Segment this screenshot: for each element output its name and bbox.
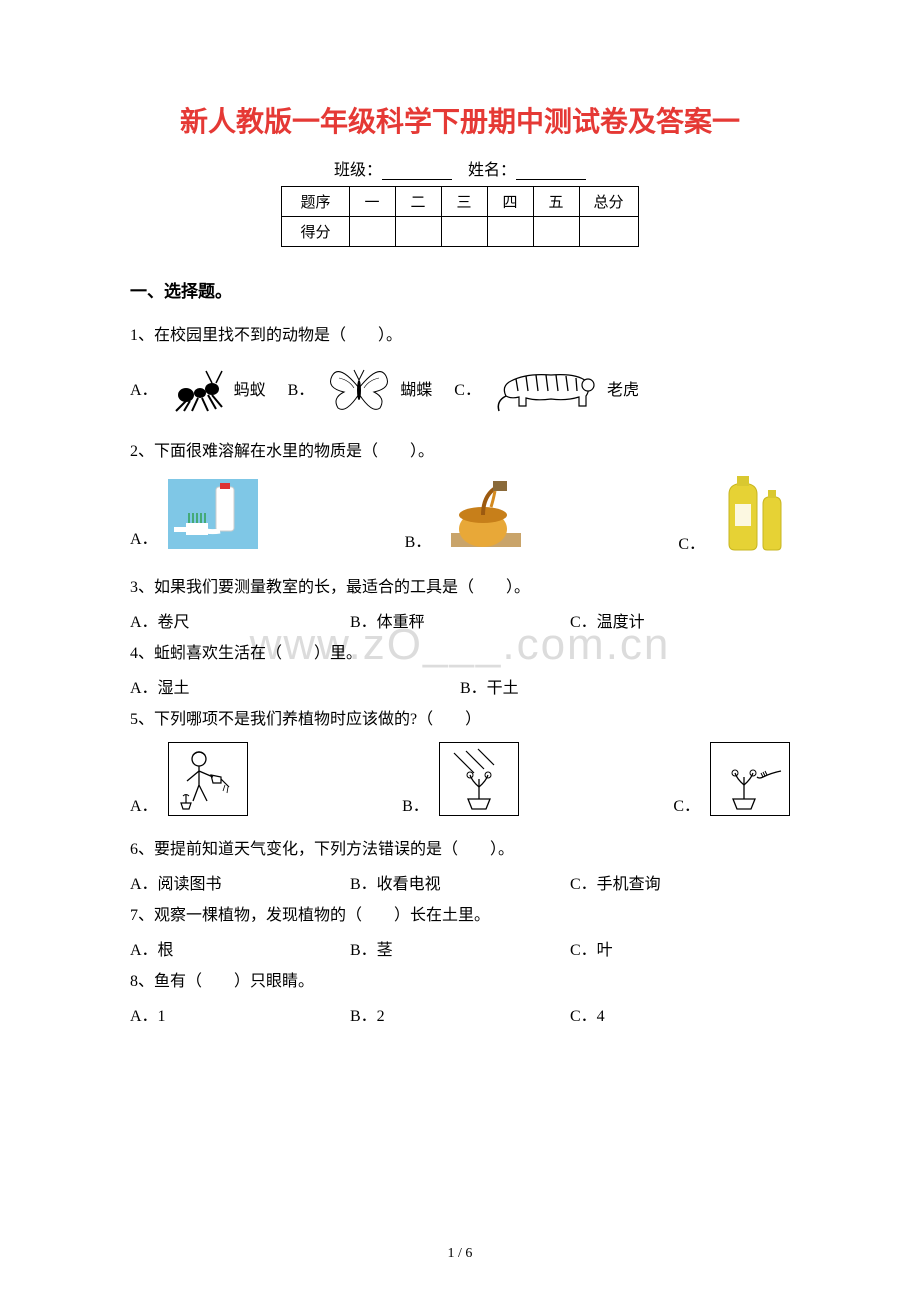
question-options: A．1 B．2 C．4 bbox=[130, 1002, 790, 1026]
option-c-label: C． bbox=[678, 530, 705, 554]
question-options: A．阅读图书 B．收看电视 C．手机查询 bbox=[130, 870, 790, 894]
option-c: C．叶 bbox=[570, 936, 790, 960]
question-text: 6、要提前知道天气变化，下列方法错误的是（ ）。 bbox=[130, 834, 790, 866]
option-a-text: 蚂蚁 bbox=[234, 376, 266, 400]
question-options: A．卷尺 B．体重秤 C．温度计 bbox=[130, 608, 790, 632]
class-label: 班级： bbox=[334, 162, 382, 179]
option-a-label: A． bbox=[130, 792, 158, 816]
option-a: A．湿土 bbox=[130, 674, 460, 698]
page-footer: 1 / 6 bbox=[0, 1246, 920, 1262]
question-options: A． 蚂蚁 B． bbox=[130, 358, 790, 418]
option-c-label: C． bbox=[454, 376, 481, 400]
option-b-label: B． bbox=[402, 792, 429, 816]
option-a: A．卷尺 bbox=[130, 608, 350, 632]
cell-header: 得分 bbox=[282, 217, 349, 247]
option-b: B．2 bbox=[350, 1002, 570, 1026]
option-c: C．4 bbox=[570, 1002, 790, 1026]
option-c: C．温度计 bbox=[570, 608, 790, 632]
tiger-icon bbox=[491, 361, 601, 416]
oil-icon bbox=[715, 474, 790, 554]
page-title: 新人教版一年级科学下册期中测试卷及答案一 bbox=[130, 100, 790, 140]
butterfly-icon bbox=[324, 358, 394, 418]
section-heading: 一、选择题。 bbox=[130, 277, 790, 302]
watering-plant-icon bbox=[168, 742, 248, 816]
score-table: 题序 一 二 三 四 五 总分 得分 bbox=[281, 186, 638, 247]
question-options: A．湿土 B．干土 bbox=[130, 674, 790, 698]
cell: 三 bbox=[441, 187, 487, 217]
cell: 五 bbox=[533, 187, 579, 217]
option-b: B．体重秤 bbox=[350, 608, 570, 632]
option-b-text: 蝴蝶 bbox=[400, 376, 432, 400]
question-text: 1、在校园里找不到的动物是（ ）。 bbox=[130, 320, 790, 352]
cell bbox=[349, 217, 395, 247]
option-b: B．干土 bbox=[460, 674, 790, 698]
cell: 二 bbox=[395, 187, 441, 217]
toothpaste-icon bbox=[168, 479, 258, 549]
cell bbox=[579, 217, 638, 247]
cell: 一 bbox=[349, 187, 395, 217]
option-c-text: 老虎 bbox=[607, 376, 639, 400]
cell: 总分 bbox=[579, 187, 638, 217]
table-row: 题序 一 二 三 四 五 总分 bbox=[282, 187, 638, 217]
option-a: A．根 bbox=[130, 936, 350, 960]
option-b: B．收看电视 bbox=[350, 870, 570, 894]
cell bbox=[441, 217, 487, 247]
option-a-label: A． bbox=[130, 525, 158, 549]
touch-plant-icon bbox=[710, 742, 790, 816]
option-a: A．1 bbox=[130, 1002, 350, 1026]
cell-header: 题序 bbox=[282, 187, 349, 217]
option-a: A．阅读图书 bbox=[130, 870, 350, 894]
question-text: 2、下面很难溶解在水里的物质是（ ）。 bbox=[130, 436, 790, 468]
cell bbox=[395, 217, 441, 247]
question-options: A． bbox=[130, 742, 790, 816]
cell bbox=[533, 217, 579, 247]
name-label: 姓名： bbox=[468, 162, 516, 179]
ant-icon bbox=[168, 363, 228, 413]
cell bbox=[487, 217, 533, 247]
question-text: 7、观察一棵植物，发现植物的（ ）长在土里。 bbox=[130, 900, 790, 932]
honey-icon bbox=[441, 477, 531, 552]
option-c: C．手机查询 bbox=[570, 870, 790, 894]
question-text: 8、鱼有（ ）只眼睛。 bbox=[130, 966, 790, 998]
question-options: A．根 B．茎 C．叶 bbox=[130, 936, 790, 960]
question-text: 4、蚯蚓喜欢生活在（ ）里。 bbox=[130, 638, 790, 670]
question-text: 5、下列哪项不是我们养植物时应该做的?（ ） bbox=[130, 704, 790, 736]
class-blank bbox=[382, 164, 452, 180]
option-c-label: C． bbox=[673, 792, 700, 816]
class-name-line: 班级： 姓名： bbox=[130, 156, 790, 180]
option-b: B．茎 bbox=[350, 936, 570, 960]
cell: 四 bbox=[487, 187, 533, 217]
question-text: 3、如果我们要测量教室的长，最适合的工具是（ ）。 bbox=[130, 572, 790, 604]
question-options: A． bbox=[130, 474, 790, 554]
option-b-label: B． bbox=[405, 528, 432, 552]
table-row: 得分 bbox=[282, 217, 638, 247]
name-blank bbox=[516, 164, 586, 180]
option-a-label: A． bbox=[130, 376, 158, 400]
sunlight-plant-icon bbox=[439, 742, 519, 816]
option-b-label: B． bbox=[288, 376, 315, 400]
